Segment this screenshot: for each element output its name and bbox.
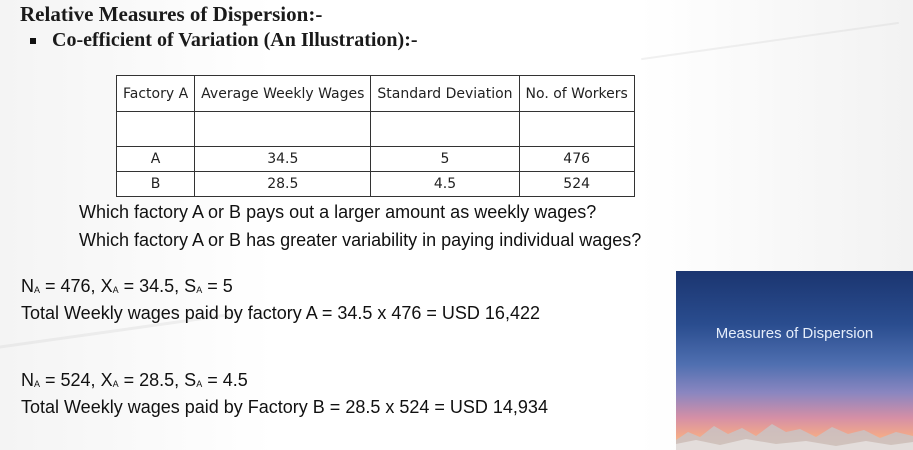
factory-a-params: NA = 476, XA = 34.5, SA = 5	[21, 276, 233, 296]
table-cell: 4.5	[370, 171, 520, 197]
bullet-marker	[30, 37, 36, 44]
column-header: Average Weekly Wages	[194, 75, 372, 112]
question-2: Which factory A or B has greater variabi…	[79, 230, 642, 250]
background-streak	[641, 21, 899, 61]
thumbnail-title: Measures of Dispersion	[715, 325, 874, 342]
column-header: Standard Deviation	[370, 75, 520, 112]
bullet-item: Co-efficient of Variation (An Illustrati…	[30, 29, 418, 52]
table-header-row: Factory A Average Weekly Wages Standard …	[115, 75, 635, 112]
table-cell: 34.5	[194, 146, 372, 172]
table-cell: A	[115, 146, 196, 172]
question-1: Which factory A or B pays out a larger a…	[79, 202, 597, 222]
column-header: No. of Workers	[518, 75, 635, 112]
factory-b-params: NA = 524, XA = 28.5, SA = 4.5	[21, 370, 248, 390]
factory-a-total: Total Weekly wages paid by factory A = 3…	[21, 303, 540, 323]
table-cell: 5	[370, 146, 520, 172]
table-cell: 476	[518, 146, 635, 172]
mountain-silhouette	[676, 424, 913, 450]
bullet-text: Co-efficient of Variation (An Illustrati…	[52, 29, 418, 51]
table-row: B 28.5 4.5 524	[115, 171, 635, 197]
table-cell: 524	[518, 171, 635, 197]
table-spacer-row	[115, 111, 635, 147]
wages-table: Factory A Average Weekly Wages Standard …	[115, 75, 635, 197]
table-row: A 34.5 5 476	[115, 146, 635, 172]
column-header: Factory A	[115, 75, 196, 112]
table-cell: 28.5	[194, 171, 372, 197]
title-slide-thumbnail: Measures of Dispersion	[676, 271, 913, 450]
slide-title: Relative Measures of Dispersion:-	[20, 2, 323, 26]
factory-b-total: Total Weekly wages paid by Factory B = 2…	[21, 397, 548, 417]
table-cell: B	[115, 171, 196, 197]
